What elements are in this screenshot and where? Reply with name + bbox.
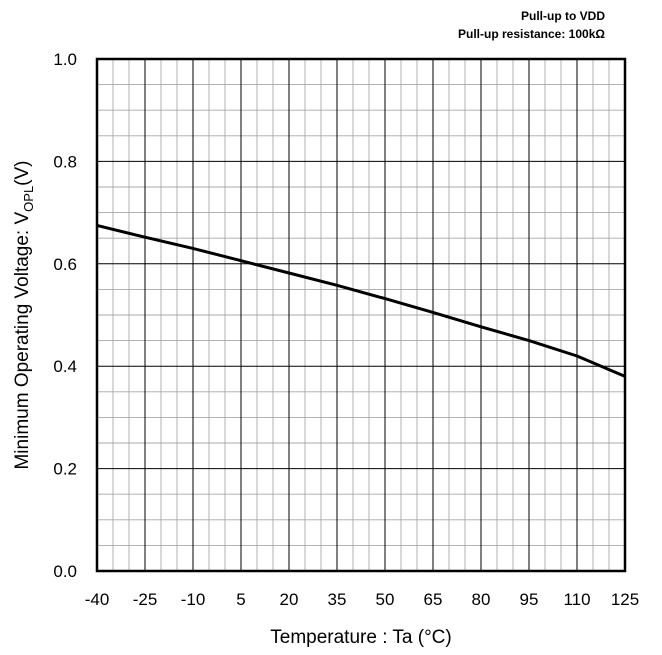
y-tick-label: 1.0 xyxy=(53,50,77,69)
x-tick-label: 20 xyxy=(280,590,299,609)
x-axis-title: Temperature : Ta (°C) xyxy=(270,627,451,648)
note-line-2: Pull-up resistance: 100kΩ xyxy=(458,27,605,41)
note-line-1: Pull-up to VDD xyxy=(521,9,605,23)
x-tick-label: 5 xyxy=(236,590,245,609)
series-layer xyxy=(96,223,626,378)
y-tick-label: 0.0 xyxy=(53,562,77,581)
x-tick-label: -25 xyxy=(133,590,158,609)
y-tick-label: 0.8 xyxy=(53,152,77,171)
x-tick-label: 35 xyxy=(328,590,347,609)
x-tick-label: 50 xyxy=(376,590,395,609)
series-line-0 xyxy=(96,223,626,378)
x-tick-label: -40 xyxy=(85,590,110,609)
x-tick-label: 125 xyxy=(611,590,639,609)
minor-gridlines xyxy=(97,59,625,571)
x-tick-label: -10 xyxy=(181,590,206,609)
y-tick-label: 0.2 xyxy=(53,460,77,479)
y-axis-title-unit: (V) xyxy=(12,160,33,185)
y-axis-title: Minimum Operating Voltage: VOPL(V) xyxy=(12,160,36,469)
y-axis-title-main: Minimum Operating Voltage: V xyxy=(12,212,33,470)
x-tick-label: 65 xyxy=(424,590,443,609)
plot-area-frame xyxy=(95,57,627,573)
y-tick-labels: 0.0 0.2 0.4 0.6 0.8 1.0 xyxy=(53,50,77,581)
y-axis-title-subscript: OPL xyxy=(21,186,36,212)
y-tick-label: 0.4 xyxy=(53,357,77,376)
x-tick-labels: -40 -25 -10 5 20 35 50 65 80 95 110 125 xyxy=(85,590,639,609)
y-tick-label: 0.6 xyxy=(53,255,77,274)
x-tick-label: 95 xyxy=(520,590,539,609)
x-tick-label: 110 xyxy=(563,590,590,609)
x-tick-label: 80 xyxy=(472,590,491,609)
